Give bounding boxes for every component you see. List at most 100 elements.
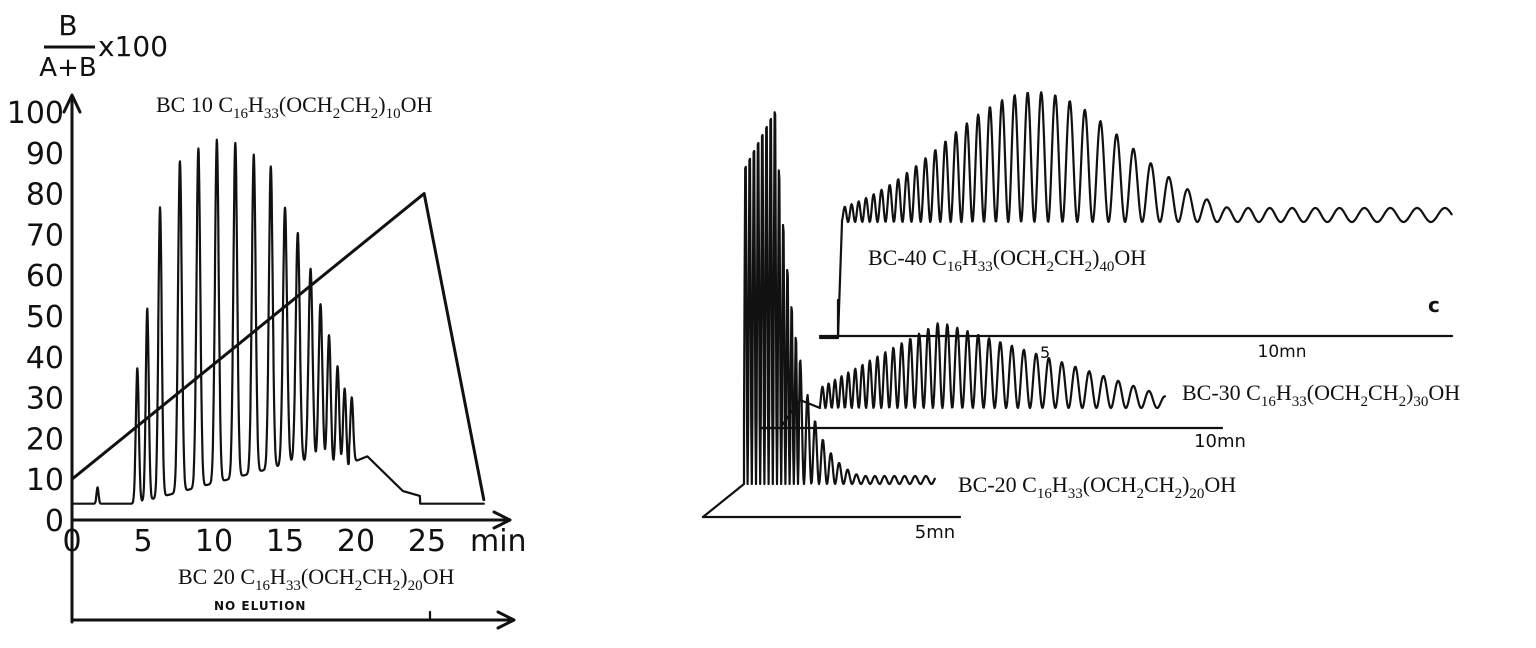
bc10-trace-label-part: 10 [386, 106, 401, 122]
bc10-trace-label: BC 10 C16H33(OCH2CH2)10OH [156, 92, 432, 122]
bc40-chromatogram: 5 10mn BC-40 C16H33(OCH2CH2)40OH c [818, 91, 1454, 362]
bc20-label-part: 2 [1137, 486, 1145, 502]
bc10-trace-label-part: CH [340, 92, 371, 117]
bc40-trace-line [818, 91, 1453, 340]
left-plot-area [70, 138, 486, 505]
y-tick-label: 90 [26, 137, 64, 172]
x-axis-label: min [470, 524, 527, 559]
bc30-label-part: CH [1368, 380, 1399, 405]
bc40-time-label-10: 10mn [1258, 342, 1307, 362]
bc20-label-part: OH [1204, 472, 1236, 497]
bc40-time-label-5: 5 [1040, 343, 1050, 362]
bc20-trace-label: BC 20 C16H33(OCH2CH2)20OH [178, 564, 454, 594]
bc30-label-part: 33 [1292, 394, 1307, 410]
bc40-label-part: BC-40 C [868, 245, 947, 270]
y-axis-arrowhead [62, 93, 82, 114]
y-tick-label: 50 [26, 300, 64, 335]
x-tick-label: 15 [266, 524, 304, 559]
y-label-numerator: B [58, 9, 77, 42]
y-tick-label: 60 [26, 259, 64, 294]
bc20-trace-label-part: CH [362, 564, 393, 589]
bc20-label-part: 2 [1175, 486, 1183, 502]
bc30-label-part: 2 [1399, 394, 1407, 410]
bc20-trace-label-part: ) [400, 564, 407, 589]
bc20-label: BC-20 C16H33(OCH2CH2)20OH [958, 472, 1236, 502]
bc10-trace-label-part: 16 [233, 106, 249, 122]
bc20-label-part: ) [1182, 472, 1189, 497]
bc30-label-part: ) [1406, 380, 1413, 405]
y-tick-label: 100 [7, 96, 64, 131]
y-tick-label: 70 [26, 218, 64, 253]
bc20-trace-label-part: H [270, 564, 286, 589]
bc30-label-part: 16 [1261, 394, 1277, 410]
bc40-label-part: 16 [947, 259, 963, 275]
bc40-label-part: OH [1114, 245, 1146, 270]
bc10-trace-label-part: 33 [264, 106, 279, 122]
bc40-label-part: H [962, 245, 978, 270]
bc10-trace-label-part: BC 10 C [156, 92, 233, 117]
bc20-time-label: 5mn [915, 522, 955, 543]
bc20-label-part: 20 [1189, 486, 1204, 502]
bc20-trace-label-part: 2 [393, 578, 401, 594]
x-tick-label: 20 [337, 524, 375, 559]
y-tick-labels: 0 10 20 30 40 50 60 70 80 90 100 [7, 96, 64, 539]
bc10-trace-label-part: OH [401, 92, 433, 117]
bc20-trace-label-part: 16 [255, 578, 271, 594]
x-tick-labels: 0 5 10 15 20 25 [62, 524, 446, 559]
y-tick-label: 20 [26, 422, 64, 457]
bc40-label-part: 40 [1099, 259, 1114, 275]
bc40-label-part: 2 [1047, 259, 1055, 275]
bc20-chromatogram: 5mn BC-20 C16H33(OCH2CH2)20OH [701, 111, 1236, 543]
y-label-suffix: x100 [98, 30, 168, 63]
panel-letter: c [1428, 293, 1440, 317]
bc20-trace-label-part: OH [423, 564, 455, 589]
bc30-trace-line [760, 322, 1167, 430]
bc20-trace-line [701, 111, 936, 519]
bc10-trace-label-part: (OCH [279, 92, 333, 117]
bc30-time-label: 10mn [1194, 431, 1246, 452]
bc40-label-part: 2 [1085, 259, 1093, 275]
bc20-label-part: 33 [1068, 486, 1083, 502]
y-tick-label: 30 [26, 382, 64, 417]
bc20-label-part: H [1052, 472, 1068, 497]
y-tick-label: 10 [26, 463, 64, 498]
bc30-label-part: (OCH [1307, 380, 1361, 405]
bc30-label-part: H [1276, 380, 1292, 405]
bc30-chromatogram: 10mn BC-30 C16H33(OCH2CH2)30OH [760, 322, 1460, 452]
x-axis-arrowhead [492, 510, 512, 530]
x-tick-label: 5 [133, 524, 152, 559]
bc10-trace-label-part: H [248, 92, 264, 117]
bc30-label-part: BC-30 C [1182, 380, 1261, 405]
bc40-label-part: 33 [978, 259, 993, 275]
bc20-label-part: 16 [1037, 486, 1053, 502]
y-axis-label: B A+B x100 [39, 9, 168, 83]
x-tick-label: 10 [195, 524, 233, 559]
gradient-line [70, 192, 486, 502]
bc20-trace-label-part: 2 [355, 578, 363, 594]
bc20-label-part: BC-20 C [958, 472, 1037, 497]
y-tick-label: 40 [26, 341, 64, 376]
bc20-trace-label-part: 33 [286, 578, 301, 594]
bc20-trace-label-part: (OCH [301, 564, 355, 589]
x-tick-label: 0 [62, 524, 81, 559]
bc20-label-part: (OCH [1083, 472, 1137, 497]
x-tick-label: 25 [408, 524, 446, 559]
bc10-chromatogram-trace [70, 138, 485, 505]
bc30-label-part: 2 [1361, 394, 1369, 410]
y-tick-label: 80 [26, 178, 64, 213]
right-chromatogram-panel: 5mn BC-20 C16H33(OCH2CH2)20OH 10mn BC-30… [701, 91, 1460, 543]
y-tick-label: 0 [45, 504, 64, 539]
bc20-time-axis-arrowhead [496, 610, 516, 630]
bc30-label-part: OH [1428, 380, 1460, 405]
bc10-trace-label-part: ) [378, 92, 385, 117]
bc20-trace-label-part: BC 20 C [178, 564, 255, 589]
bc40-label-part: CH [1054, 245, 1085, 270]
bc30-label-part: 30 [1413, 394, 1428, 410]
bc20-label-part: CH [1144, 472, 1175, 497]
left-chromatogram-panel: B A+B x100 0 10 20 30 40 50 60 70 80 90 100 0 5 10 15… [7, 9, 527, 630]
bc30-label: BC-30 C16H33(OCH2CH2)30OH [1182, 380, 1460, 410]
bc40-label: BC-40 C16H33(OCH2CH2)40OH [868, 245, 1146, 275]
bc40-label-part: (OCH [993, 245, 1047, 270]
bc20-trace-label-part: 20 [408, 578, 423, 594]
